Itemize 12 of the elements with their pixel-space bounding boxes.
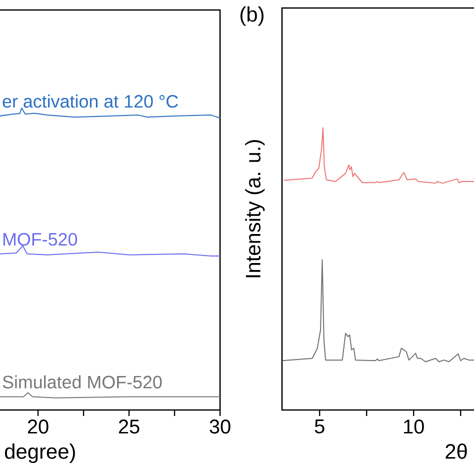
x-tick-label: 5 [314, 420, 324, 434]
y-axis-title: Intensity (a. u.) [245, 140, 265, 278]
x-tick-label: 20 [28, 420, 48, 434]
x-tick-label: 30 [210, 420, 230, 434]
series-label: Simulated MOF-520 [2, 375, 162, 388]
x-tick-label: 25 [118, 420, 140, 434]
series-label: MOF-520 [3, 232, 78, 246]
series-label: er activation at 120 °C [2, 94, 178, 108]
x-tick-label: 10 [404, 420, 424, 434]
x-axis-title: 2θ [446, 444, 467, 459]
x-axis-title: degree) [5, 444, 75, 464]
chart-title: (b) [240, 6, 264, 26]
